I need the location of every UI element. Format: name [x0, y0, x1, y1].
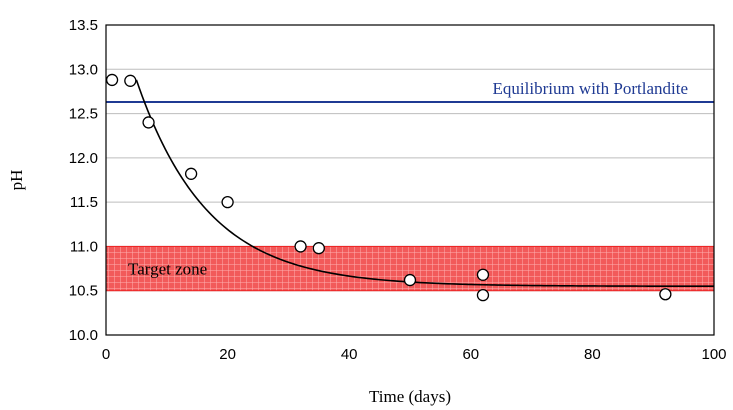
y-tick-label: 11.0	[70, 238, 98, 255]
x-tick-label: 100	[701, 346, 726, 363]
data-point	[312, 242, 325, 255]
equilibrium-label: Equilibrium with Portlandite	[493, 79, 688, 98]
data-point	[294, 240, 307, 253]
data-point	[659, 288, 672, 301]
plot-frame	[105, 24, 715, 336]
target-zone-label: Target zone	[128, 259, 207, 278]
x-tick-label: 20	[219, 346, 236, 363]
x-tick-label: 60	[462, 346, 479, 363]
data-point	[124, 74, 137, 87]
y-tick-label: 10.5	[69, 283, 98, 300]
x-tick-labels: 0 20 40 60 80 100	[102, 346, 727, 363]
data-point	[476, 268, 490, 281]
data-point	[403, 273, 417, 287]
y-tick-label: 10.0	[69, 327, 98, 344]
y-tick-label: 11.5	[70, 194, 98, 211]
data-point	[184, 167, 198, 180]
y-axis-title: pH	[7, 170, 26, 191]
data-points-layer	[105, 73, 672, 302]
x-tick-label: 40	[341, 346, 358, 363]
data-point	[142, 116, 155, 129]
y-tick-labels: 10.0 10.5 11.0 11.5 12.0 12.5 13.0 13.5	[69, 17, 98, 344]
data-point	[221, 195, 234, 209]
trend-curve-layer	[135, 79, 714, 288]
reference-line-layer: Equilibrium with Portlandite	[106, 79, 714, 104]
y-tick-label: 13.5	[69, 17, 98, 34]
y-tick-label: 12.0	[69, 150, 98, 167]
x-tick-label: 0	[102, 346, 110, 363]
y-tick-label: 13.0	[69, 61, 98, 78]
y-tick-label: 12.5	[69, 106, 98, 123]
data-point	[476, 288, 490, 302]
trend-curve	[135, 79, 714, 288]
data-point	[105, 73, 119, 87]
x-axis-title: Time (days)	[369, 387, 451, 406]
x-tick-label: 80	[584, 346, 601, 363]
